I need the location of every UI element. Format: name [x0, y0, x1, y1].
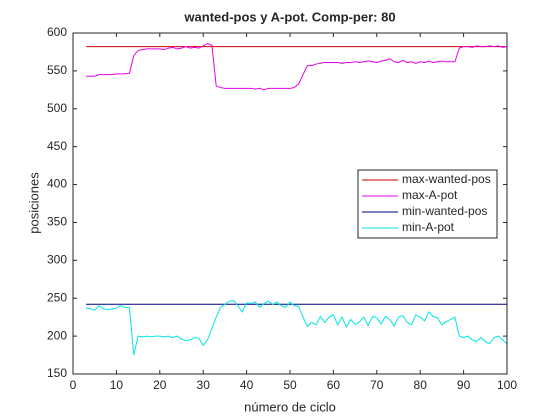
y-tick-label: 500 [47, 101, 67, 115]
legend-label: max-A-pot [402, 188, 458, 202]
legend-box [357, 169, 498, 239]
x-tick-label: 20 [153, 378, 167, 392]
y-tick-label: 450 [47, 139, 67, 153]
x-tick-label: 80 [414, 378, 428, 392]
series-line [86, 43, 508, 91]
y-axis-label: posiciones [26, 172, 41, 234]
y-tick-label: 600 [47, 25, 67, 39]
legend-label: max-wanted-pos [402, 172, 491, 186]
chart-title: wanted-pos y A-pot. Comp-per: 80 [183, 9, 395, 24]
x-tick-label: 60 [327, 378, 341, 392]
x-tick-label: 30 [197, 378, 211, 392]
legend-label: min-wanted-pos [402, 204, 487, 218]
x-tick-label: 10 [110, 378, 124, 392]
x-tick-label: 70 [370, 378, 384, 392]
x-tick-label: 100 [497, 378, 517, 392]
y-tick-label: 150 [47, 366, 67, 380]
x-tick-label: 40 [240, 378, 254, 392]
y-tick-label: 550 [47, 63, 67, 77]
y-tick-label: 300 [47, 253, 67, 267]
y-tick-label: 350 [47, 215, 67, 229]
plot-frame [72, 32, 508, 375]
x-tick-label: 0 [70, 378, 77, 392]
x-axis-label: número de ciclo [244, 399, 336, 414]
y-tick-label: 250 [47, 290, 67, 304]
series-line [85, 299, 508, 356]
x-tick-label: 90 [457, 378, 471, 392]
y-tick-label: 400 [47, 177, 67, 191]
x-tick-label: 50 [283, 378, 297, 392]
y-tick-label: 200 [47, 328, 67, 342]
legend-label: min-A-pot [402, 220, 455, 234]
